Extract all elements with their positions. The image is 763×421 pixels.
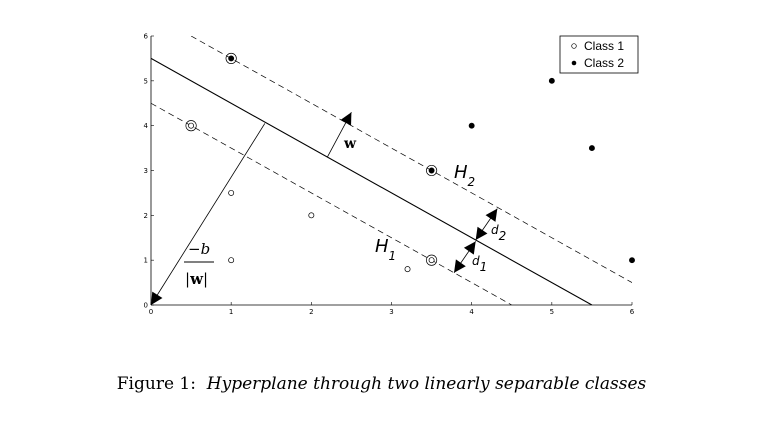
x-tick-label: 1	[229, 308, 233, 316]
fraction-denominator: |w|	[185, 270, 208, 288]
class2-point	[588, 145, 595, 152]
class2-point	[629, 257, 635, 264]
label-w: w	[343, 136, 357, 152]
class1-point	[308, 212, 315, 219]
class2-point	[468, 122, 475, 129]
x-tick-label: 3	[389, 308, 393, 316]
x-tick-label: 4	[469, 308, 474, 316]
class1-point	[228, 189, 235, 196]
legend-label-class1: Class 1	[584, 39, 624, 53]
data-points	[185, 52, 635, 273]
legend-label-class2: Class 2	[584, 56, 624, 70]
bias-fraction: −b |w|	[184, 240, 214, 288]
distance-d1-head	[463, 241, 476, 255]
class2-point	[548, 77, 555, 84]
support-vector-ring	[225, 52, 237, 64]
figure-caption: Figure 1: Hyperplane through two linearl…	[0, 374, 763, 394]
distance-d1-tail-head	[454, 259, 466, 273]
class1-point	[404, 266, 411, 273]
y-tick-label: 6	[144, 33, 149, 41]
label-d2: d2	[491, 223, 506, 243]
legend-marker-class1	[571, 43, 577, 49]
class2-point	[428, 167, 435, 174]
label-h1: H1	[375, 236, 396, 263]
label-d1: d1	[472, 254, 487, 274]
hyperplane-lines	[151, 36, 632, 305]
x-tick-label: 0	[149, 308, 153, 316]
axes: 0 1 2 3 4 5 6 0 1 2 3 4 5 6	[144, 33, 635, 317]
legend: Class 1 Class 2	[559, 35, 639, 74]
weight-vector-head	[340, 112, 352, 126]
y-tick-label: 1	[144, 257, 148, 265]
support-vector-ring	[185, 120, 197, 132]
support-vector-ring	[426, 254, 438, 266]
class2-point	[228, 55, 235, 62]
y-tick-label: 2	[144, 212, 148, 220]
distance-d2-tail-head	[475, 226, 488, 240]
class1-point	[428, 257, 435, 264]
svm-diagram: 0 1 2 3 4 5 6 0 1 2 3 4 5 6 H2 H1 d2 d1 w −b |w| Clas…	[144, 33, 639, 317]
legend-marker-class2	[571, 60, 577, 66]
caption-text: Hyperplane through two linearly separabl…	[206, 374, 647, 394]
x-tick-label: 5	[550, 308, 554, 316]
caption-label: Figure 1:	[116, 374, 196, 394]
class1-point	[188, 122, 195, 129]
x-tick-label: 6	[630, 308, 635, 316]
margin-line-h1	[151, 102, 512, 305]
legend-box	[559, 35, 639, 74]
margin-line-h2	[190, 36, 632, 283]
vector-arrows	[150, 112, 498, 306]
label-h2: H2	[454, 162, 475, 189]
separating-hyperplane	[151, 57, 593, 305]
bias-vector-shaft	[150, 123, 266, 306]
y-tick-label: 5	[144, 77, 148, 85]
y-tick-label: 0	[144, 302, 148, 310]
y-tick-label: 3	[144, 167, 148, 175]
bias-vector-head	[151, 291, 163, 305]
y-tick-label: 4	[144, 122, 149, 130]
fraction-numerator: −b	[188, 240, 210, 258]
x-tick-label: 2	[309, 308, 313, 316]
support-vector-ring	[426, 164, 438, 177]
distance-d2-head	[485, 208, 498, 222]
class1-point	[228, 257, 235, 264]
